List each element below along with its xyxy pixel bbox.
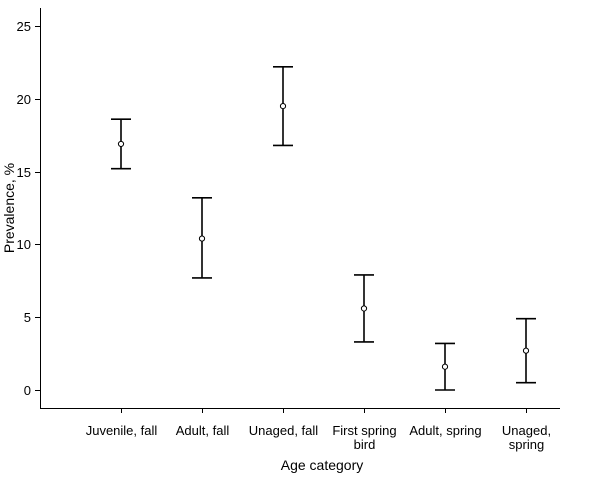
data-point — [279, 102, 287, 110]
x-tick-label: bird — [354, 437, 376, 452]
y-tick-label: 25 — [17, 19, 31, 34]
x-tick-label: Adult, spring — [409, 423, 481, 438]
y-axis-title: Prevalence, % — [1, 163, 17, 253]
data-point — [522, 347, 530, 354]
x-axis-title: Age category — [281, 457, 364, 473]
data-marks — [111, 65, 536, 391]
y-axis-ticks: 0 5 10 15 20 25 — [17, 19, 40, 398]
y-tick-label: 20 — [17, 92, 31, 107]
y-tick-label: 10 — [17, 237, 31, 252]
x-tick-label: First spring — [332, 423, 396, 438]
x-tick-label: spring — [509, 437, 544, 452]
x-axis-ticks: Juvenile, fall Adult, fall Unaged, fall Fir… — [86, 408, 551, 452]
y-tick-label: 5 — [24, 310, 31, 325]
data-point — [117, 140, 125, 148]
data-point — [360, 305, 368, 312]
x-tick-label: Unaged, fall — [249, 423, 318, 438]
y-tick-label: 15 — [17, 165, 31, 180]
data-point — [198, 235, 206, 242]
x-tick-label: Juvenile, fall — [86, 423, 158, 438]
x-tick-label: Adult, fall — [176, 423, 230, 438]
x-tick-label: Unaged, — [502, 423, 551, 438]
data-point — [441, 363, 449, 370]
y-tick-label: 0 — [24, 383, 31, 398]
